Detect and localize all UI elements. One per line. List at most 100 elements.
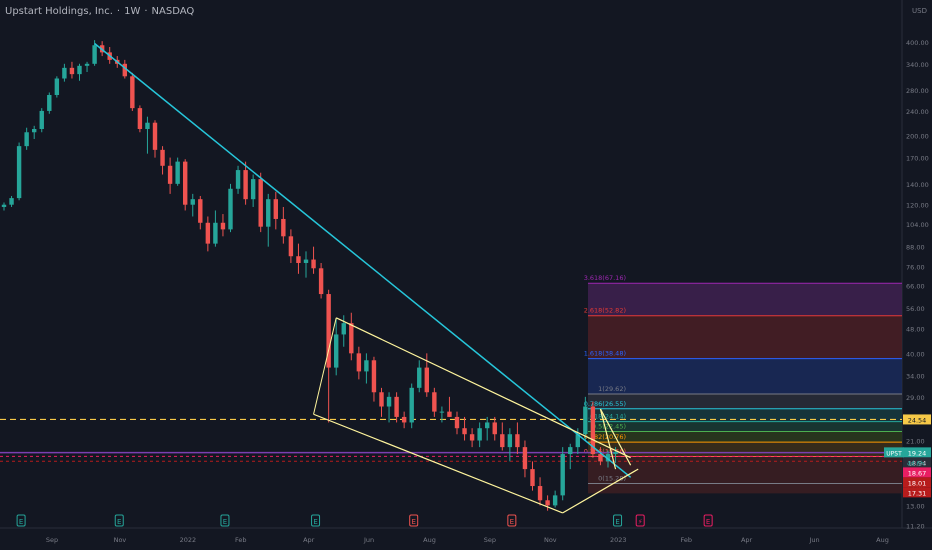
earnings-event-letter: E [411,518,415,526]
candle-body [598,454,603,462]
x-tick-label: Aug [423,536,436,544]
currency-label: USD [912,7,927,15]
triangle-line [599,408,617,470]
fib-level-label: 0.786(26.55) [584,400,626,408]
interval-label[interactable]: 1W [124,6,141,17]
candle-body [39,110,44,129]
candle-body [258,179,263,227]
earnings-event-icon [507,514,517,527]
fib-zone [588,456,902,484]
y-tick-label: 11.20 [906,523,925,531]
candle-body [183,161,188,205]
x-tick-label: Jun [808,536,819,544]
candle-body [205,222,211,244]
y-tick-label: 400.00 [906,39,929,47]
fib-zone [588,315,902,359]
x-tick-label: Sep [46,536,58,544]
price-axis-badge-text: 18.94 [908,459,927,467]
earnings-event-icon [311,514,321,527]
fib-level-label: 2.618(52.82) [584,307,626,315]
wedge-line [335,317,631,459]
fib-level-label: 0(15.28) [598,475,626,483]
y-tick-label: 88.00 [906,244,925,252]
earnings-event-icon [220,514,230,527]
y-tick-label: 200.00 [906,133,929,141]
candle-body [522,447,528,470]
price-axis-badge [903,487,931,498]
candle-body [24,132,29,147]
candle-body [334,334,339,368]
earnings-event-letter: E [19,518,23,526]
fib-level-label: 0.5(22.45) [592,422,626,430]
price-axis-badge [903,414,931,425]
x-tick-label: Nov [114,536,127,544]
candle-body [537,486,543,501]
symbol-tag [884,447,904,458]
countdown-label: 4d 6h [907,460,924,467]
candle-body [303,259,309,263]
price-axis-badge [903,477,931,488]
earnings-event-letter: E [223,518,227,526]
candle-body [469,434,475,441]
wedge-line [562,468,639,514]
candle-body [167,165,173,184]
candle-body [568,447,573,455]
candle-body [1,204,7,207]
candle-body [250,179,256,200]
y-tick-label: 21.00 [906,438,925,446]
y-tick-label: 56.00 [906,305,925,313]
candle-body [190,199,195,205]
x-tick-label: 2023 [610,536,627,544]
candle-body [92,45,97,64]
candle-body [198,199,203,223]
earnings-event-letter: E [313,518,317,526]
symbol-tag-text: UPST [886,450,902,457]
candle-body [152,122,158,150]
fib-level-label: 1.618(38.48) [584,350,626,358]
candle-body [145,122,150,129]
candle-body [417,367,422,388]
y-tick-label: 104.00 [906,221,929,229]
x-tick-label: Feb [680,536,692,544]
y-tick-label: 40.00 [906,350,925,358]
candle-body [318,268,324,295]
fib-zone [588,421,902,432]
earnings-event-icon [703,514,713,527]
x-tick-label: Sep [484,536,496,544]
candle-body [545,500,550,506]
candle-body [326,294,331,368]
candle-body [560,454,565,496]
y-tick-label: 240.00 [906,108,929,116]
earnings-event-icon [409,514,419,527]
price-axis-badge-text: 18.01 [908,479,927,487]
candle-body [424,367,429,393]
candle-body [401,416,407,423]
candle-body [432,392,437,412]
x-tick-label: Jun [363,536,374,544]
price-axis-badge-text: 18.67 [908,469,927,477]
chart-header: Upstart Holdings, Inc. · 1W · NASDAQ [5,6,195,17]
candle-body [77,65,82,75]
candle-body [477,428,482,441]
fib-level-label: 0.382(20.76) [584,433,626,441]
earnings-event-letter: ⚡ [638,518,643,526]
candle-body [220,222,226,230]
candle-body [492,422,497,435]
wedge-line [313,317,337,415]
fib-zone [588,483,902,494]
candle-body [32,128,37,133]
candle-body [394,396,399,417]
fib-zone [588,358,902,394]
candle-body [69,67,75,75]
candle-body [84,63,90,66]
y-tick-label: 120.00 [906,202,929,210]
fib-zone [588,408,902,422]
candle-body [296,256,301,263]
symbol-name[interactable]: Upstart Holdings, Inc. [5,6,113,17]
candle-body [16,146,22,199]
candle-body [605,454,611,462]
candle-body [311,259,316,269]
y-tick-label: 170.00 [906,155,929,163]
